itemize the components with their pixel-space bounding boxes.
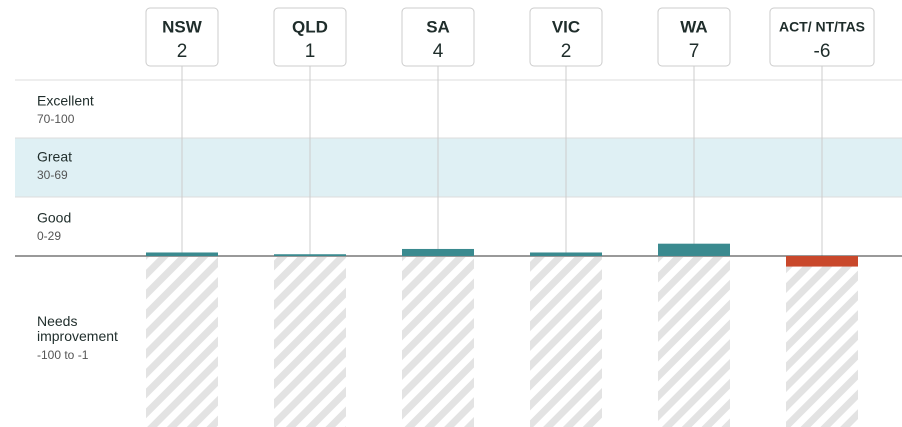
region-value: 1	[305, 41, 316, 62]
zone-range: 0-29	[37, 229, 61, 243]
zone-range: -100 to -1	[37, 348, 89, 362]
region-value: 2	[177, 41, 188, 62]
hatch-placeholder	[786, 257, 858, 427]
zone-name: Needs improvement	[37, 313, 118, 344]
header-box	[769, 7, 875, 67]
region-value: -6	[814, 41, 831, 62]
columns	[146, 66, 858, 427]
region-header: SA 4	[401, 7, 475, 67]
region-name: ACT/ NT/TAS	[779, 19, 865, 35]
zone-range: 30-69	[37, 168, 68, 182]
header-box	[273, 7, 347, 67]
zone-labels: Excellent 70-100 Great 30-69 Good 0-29 N…	[37, 93, 118, 362]
region-name: NSW	[162, 17, 203, 36]
zone-range: 70-100	[37, 112, 75, 126]
region-value: 2	[561, 41, 572, 62]
region-value: 4	[433, 41, 444, 62]
hatch-placeholder	[658, 257, 730, 427]
region-name: SA	[426, 17, 450, 36]
hatch-placeholder	[530, 257, 602, 427]
header-box	[657, 7, 731, 67]
hatch-placeholder	[402, 257, 474, 427]
region-header: VIC 2	[529, 7, 603, 67]
region-name: QLD	[292, 17, 328, 36]
region-name: WA	[680, 17, 707, 36]
bar	[658, 243, 730, 256]
bar	[402, 248, 474, 256]
bar	[786, 256, 858, 267]
zone-name: Good	[37, 210, 71, 226]
header-box	[401, 7, 475, 67]
header-box	[145, 7, 219, 67]
region-header: WA 7	[657, 7, 731, 67]
region-header: QLD 1	[273, 7, 347, 67]
bar	[530, 252, 602, 256]
zone-name: Excellent	[37, 93, 94, 109]
region-value: 7	[689, 41, 700, 62]
bars: NSW 2 QLD 1 SA 4 VIC 2 WA 7 ACT/ NT/TAS -6	[15, 7, 902, 267]
zone-name: Great	[37, 149, 72, 165]
region-header: ACT/ NT/TAS -6	[769, 7, 875, 67]
header-box	[529, 7, 603, 67]
great-band	[15, 138, 902, 197]
region-name: VIC	[552, 17, 580, 36]
bar	[146, 252, 218, 256]
region-header: NSW 2	[145, 7, 219, 67]
hatch-placeholder	[146, 257, 218, 427]
hatch-placeholder	[274, 257, 346, 427]
bar	[274, 254, 346, 256]
